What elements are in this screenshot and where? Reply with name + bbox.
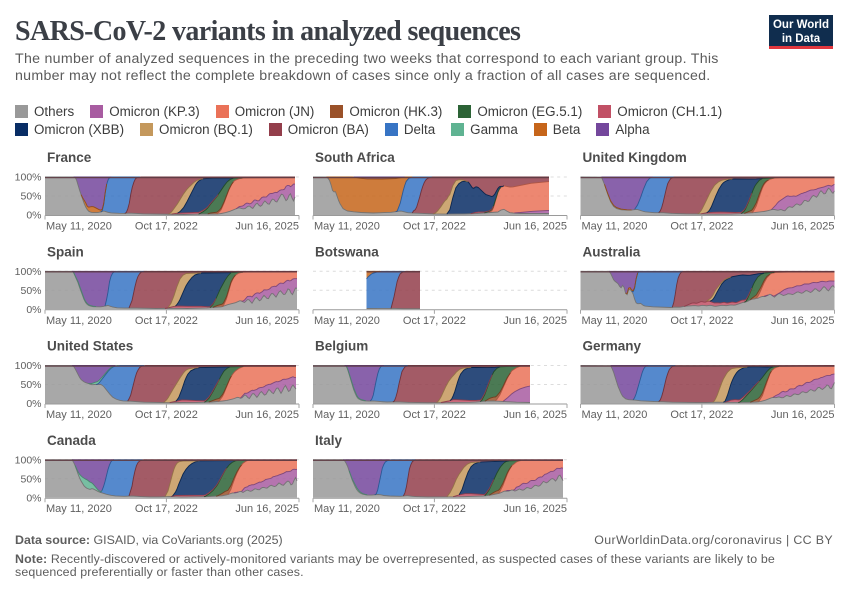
svg-text:Jun 16, 2025: Jun 16, 2025 <box>235 409 299 421</box>
svg-text:Oct 17, 2022: Oct 17, 2022 <box>670 315 733 327</box>
svg-text:50%: 50% <box>20 191 41 203</box>
svg-text:Oct 17, 2022: Oct 17, 2022 <box>403 409 466 421</box>
svg-text:South Africa: South Africa <box>315 150 395 165</box>
svg-text:Jun 16, 2025: Jun 16, 2025 <box>503 221 567 233</box>
svg-text:Botswana: Botswana <box>315 245 379 260</box>
svg-text:Oct 17, 2022: Oct 17, 2022 <box>403 221 466 233</box>
svg-text:Oct 17, 2022: Oct 17, 2022 <box>403 315 466 327</box>
svg-text:100%: 100% <box>15 454 42 466</box>
svg-text:Jun 16, 2025: Jun 16, 2025 <box>503 503 567 515</box>
svg-text:Oct 17, 2022: Oct 17, 2022 <box>135 315 198 327</box>
svg-text:Australia: Australia <box>583 245 641 260</box>
svg-text:May 11, 2020: May 11, 2020 <box>314 315 380 327</box>
svg-text:May 11, 2020: May 11, 2020 <box>314 503 380 515</box>
svg-text:50%: 50% <box>20 473 41 485</box>
svg-text:Oct 17, 2022: Oct 17, 2022 <box>135 503 198 515</box>
svg-text:Spain: Spain <box>47 245 84 260</box>
svg-text:50%: 50% <box>20 285 41 297</box>
svg-text:May 11, 2020: May 11, 2020 <box>46 315 112 327</box>
svg-text:May 11, 2020: May 11, 2020 <box>582 315 648 327</box>
svg-text:Germany: Germany <box>583 339 642 354</box>
svg-text:Oct 17, 2022: Oct 17, 2022 <box>670 409 733 421</box>
svg-text:May 11, 2020: May 11, 2020 <box>582 221 648 233</box>
svg-text:100%: 100% <box>15 266 42 278</box>
svg-text:50%: 50% <box>20 379 41 391</box>
svg-text:Jun 16, 2025: Jun 16, 2025 <box>771 409 835 421</box>
svg-text:Jun 16, 2025: Jun 16, 2025 <box>235 221 299 233</box>
svg-text:0%: 0% <box>26 304 41 316</box>
svg-text:May 11, 2020: May 11, 2020 <box>314 221 380 233</box>
svg-text:100%: 100% <box>15 172 42 184</box>
svg-text:Canada: Canada <box>47 433 96 448</box>
svg-text:Jun 16, 2025: Jun 16, 2025 <box>771 221 835 233</box>
svg-text:May 11, 2020: May 11, 2020 <box>46 503 112 515</box>
svg-text:Italy: Italy <box>315 433 343 448</box>
svg-text:0%: 0% <box>26 398 41 410</box>
svg-text:United Kingdom: United Kingdom <box>583 150 687 165</box>
svg-text:100%: 100% <box>15 360 42 372</box>
svg-text:Oct 17, 2022: Oct 17, 2022 <box>135 409 198 421</box>
svg-text:May 11, 2020: May 11, 2020 <box>46 221 112 233</box>
svg-text:0%: 0% <box>26 492 41 504</box>
svg-text:0%: 0% <box>26 210 41 222</box>
svg-text:May 11, 2020: May 11, 2020 <box>582 409 648 421</box>
svg-text:Belgium: Belgium <box>315 339 368 354</box>
svg-text:Jun 16, 2025: Jun 16, 2025 <box>235 503 299 515</box>
svg-text:Jun 16, 2025: Jun 16, 2025 <box>235 315 299 327</box>
svg-text:Jun 16, 2025: Jun 16, 2025 <box>503 315 567 327</box>
svg-text:France: France <box>47 150 92 165</box>
svg-text:Oct 17, 2022: Oct 17, 2022 <box>135 221 198 233</box>
svg-text:Oct 17, 2022: Oct 17, 2022 <box>670 221 733 233</box>
svg-text:May 11, 2020: May 11, 2020 <box>46 409 112 421</box>
svg-text:United States: United States <box>47 339 133 354</box>
svg-text:Oct 17, 2022: Oct 17, 2022 <box>403 503 466 515</box>
svg-text:Jun 16, 2025: Jun 16, 2025 <box>771 315 835 327</box>
svg-text:May 11, 2020: May 11, 2020 <box>314 409 380 421</box>
svg-text:Jun 16, 2025: Jun 16, 2025 <box>503 409 567 421</box>
